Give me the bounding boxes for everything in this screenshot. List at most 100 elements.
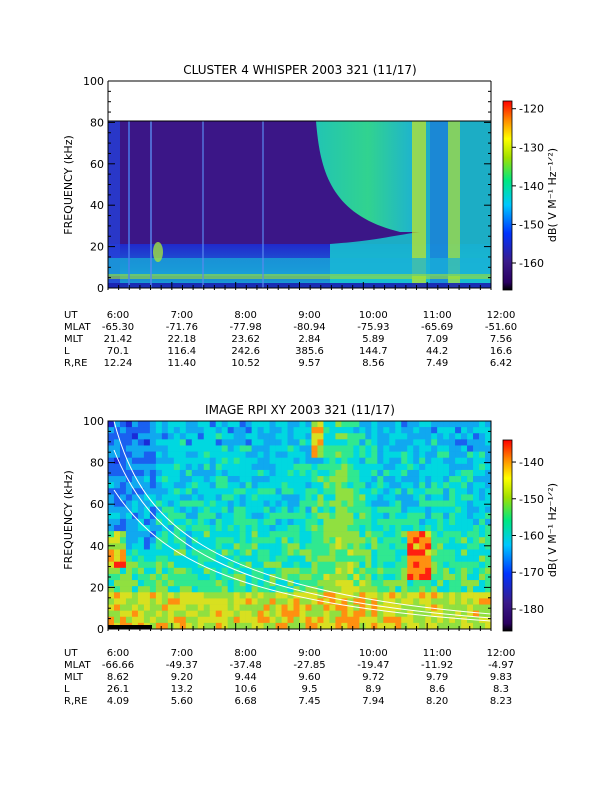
heatmap-cell <box>263 561 270 569</box>
heatmap-cell <box>401 610 408 618</box>
heatmap-cell <box>125 561 133 569</box>
heatmap-cell <box>131 427 139 434</box>
heatmap-cell <box>197 610 205 618</box>
heatmap-cell <box>383 494 390 501</box>
heatmap-cell <box>263 537 270 544</box>
heatmap-cell <box>257 494 264 501</box>
heatmap-cell <box>311 622 318 630</box>
heatmap-cell <box>443 482 450 489</box>
heatmap-cell <box>335 561 342 569</box>
heatmap-cell <box>431 616 438 624</box>
heatmap-cell <box>143 506 151 514</box>
heatmap-cell <box>455 561 462 569</box>
heatmap-cell <box>371 549 378 556</box>
heatmap-cell <box>329 469 336 477</box>
heatmap-cell <box>251 457 258 465</box>
heatmap-cell <box>425 567 432 575</box>
heatmap-cell <box>221 506 228 514</box>
heatmap-cell <box>173 512 181 520</box>
heatmap-cell <box>395 500 402 507</box>
heatmap-cell <box>407 439 414 446</box>
heatmap-cell <box>161 592 169 599</box>
heatmap-cell <box>365 549 372 556</box>
heatmap-cell <box>335 531 342 538</box>
panel2-plot-area <box>107 420 492 630</box>
heatmap-cell <box>455 451 462 459</box>
heatmap-cell <box>119 439 127 446</box>
heatmap-cell <box>239 463 246 471</box>
heatmap-cell <box>455 586 462 593</box>
heatmap-cell <box>119 525 127 532</box>
heatmap-cell <box>479 433 486 440</box>
heatmap-cell <box>155 488 163 495</box>
heatmap-cell <box>275 543 282 550</box>
heatmap-cell <box>485 433 492 440</box>
heatmap-cell <box>419 549 426 556</box>
heatmap-cell <box>359 537 366 544</box>
heatmap-cell <box>347 457 354 465</box>
heatmap-cell <box>197 586 205 593</box>
heatmap-cell <box>173 561 181 569</box>
heatmap-cell <box>173 439 181 446</box>
heatmap-cell <box>108 451 115 459</box>
heatmap-cell <box>431 537 438 544</box>
heatmap-cell <box>179 598 187 605</box>
heatmap-cell <box>443 537 450 544</box>
heatmap-cell <box>437 525 444 532</box>
heatmap-cell <box>413 610 420 618</box>
heatmap-cell <box>197 469 205 477</box>
heatmap-cell <box>108 625 152 629</box>
heatmap-cell <box>467 555 474 563</box>
heatmap-cell <box>125 537 133 544</box>
ephemeris-value: 11:00 <box>423 648 452 659</box>
heatmap-cell <box>215 555 222 563</box>
heatmap-cell <box>425 427 432 434</box>
heatmap-cell <box>371 616 378 624</box>
heatmap-cell <box>173 586 181 593</box>
heatmap-cell <box>215 537 222 544</box>
heatmap-cell <box>323 555 330 563</box>
heatmap-cell <box>245 616 252 624</box>
heatmap-cell <box>137 463 145 471</box>
heatmap-cell <box>167 451 175 459</box>
heatmap-cell <box>335 622 342 630</box>
heatmap-cell <box>437 500 444 507</box>
heatmap-cell <box>299 604 306 611</box>
heatmap-cell <box>383 488 390 495</box>
heatmap-cell <box>203 549 211 556</box>
heatmap-cell <box>221 439 228 446</box>
ephemeris-value: 13.2 <box>171 684 193 695</box>
heatmap-cell <box>149 604 157 611</box>
heatmap-cell <box>299 598 306 605</box>
heatmap-cell <box>377 469 384 477</box>
heatmap-cell <box>108 616 115 624</box>
heatmap-cell <box>161 573 169 581</box>
ephemeris-value: 385.6 <box>295 346 324 357</box>
heatmap-cell <box>161 586 169 593</box>
heatmap-cell <box>383 506 390 514</box>
heatmap-cell <box>323 476 330 483</box>
heatmap-cell <box>185 469 193 477</box>
heatmap-cell <box>425 537 432 544</box>
heatmap-cell <box>323 488 330 495</box>
heatmap-cell <box>479 512 486 520</box>
heatmap-cell <box>179 457 187 465</box>
heatmap-cell <box>251 567 258 575</box>
heatmap-cell <box>131 439 139 446</box>
heatmap-cell <box>108 433 115 440</box>
heatmap-cell <box>395 622 402 630</box>
heatmap-cell <box>377 555 384 563</box>
heatmap-cell <box>461 567 468 575</box>
heatmap-cell <box>365 537 372 544</box>
ephemeris-value: -19.47 <box>357 660 389 671</box>
heatmap-cell <box>108 567 115 575</box>
heatmap-cell <box>269 555 276 563</box>
heatmap-cell <box>413 488 420 495</box>
heatmap-cell <box>395 482 402 489</box>
heatmap-cell <box>143 598 151 605</box>
heatmap-cell <box>215 616 222 624</box>
heatmap-cell <box>125 567 133 575</box>
heatmap-cell <box>425 512 432 520</box>
heatmap-cell <box>371 463 378 471</box>
ephemeris-value: 21.42 <box>104 334 133 345</box>
